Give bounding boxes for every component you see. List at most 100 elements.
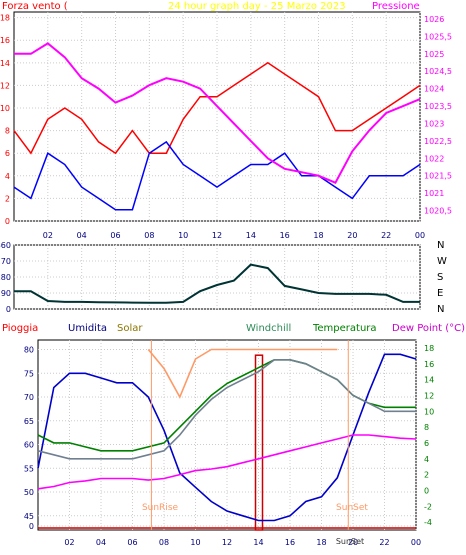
y-left-tick-label: 16: [0, 36, 10, 45]
x-tick-label: 22: [381, 231, 391, 240]
x-tick-label: 06: [127, 538, 137, 547]
x-tick-label: 20: [348, 538, 358, 547]
series-line: [147, 348, 338, 399]
x-tick-label: 10: [190, 538, 200, 547]
sunrise-label: SunRise: [142, 503, 179, 513]
y-right-tick-label: 1020,5: [424, 207, 452, 216]
y-right-tick-label: -4: [424, 518, 432, 527]
y-right-tick-label: 1025,5: [424, 32, 452, 41]
direction-label: S: [437, 272, 443, 283]
panel-direction-frame: [13, 244, 421, 310]
x-tick-label: 08: [144, 231, 154, 240]
header-umidita: Umidita: [68, 323, 107, 334]
y-right-tick-label: 1023,5: [424, 102, 452, 111]
y-left-tick-label: 0: [5, 217, 10, 226]
y-left-tick-label: 45: [24, 512, 34, 521]
y-right-tick-label: 1024: [424, 85, 444, 94]
y-right-tick-label: 4: [424, 455, 429, 464]
y-right-tick-label: 18: [424, 344, 434, 353]
y-right-tick-label: 1021: [424, 189, 444, 198]
series-line: [14, 42, 421, 184]
x-tick-label: 22: [379, 538, 389, 547]
series-line: [13, 61, 421, 155]
header-temperatura: Temperatura: [312, 323, 377, 334]
y-left-tick-label: 4: [5, 172, 10, 181]
y-left-tick-label: 12: [0, 81, 10, 90]
series-line: [37, 434, 417, 490]
x-tick-label: 04: [96, 538, 106, 547]
y-tick-label: 90: [1, 289, 11, 298]
y-left-tick-label: 65: [24, 417, 34, 426]
y-right-tick-label: 1025: [424, 50, 444, 59]
y-left-tick-label: 70: [24, 393, 34, 402]
x-tick-label: 16: [285, 538, 295, 547]
header-solar: Solar: [117, 323, 143, 334]
y-left-tick-label: 60: [24, 441, 34, 450]
y-right-tick-label: 1026: [424, 15, 444, 24]
x-tick-label: 04: [77, 231, 87, 240]
x-tick-label: 00: [415, 231, 425, 240]
y-left-tick-label: 8: [5, 127, 10, 136]
y-tick-label: 270: [0, 257, 11, 266]
y-right-tick-label: 1023: [424, 119, 444, 128]
x-tick-label: 14: [253, 538, 263, 547]
x-tick-label: 06: [110, 231, 120, 240]
y-left-tick-label: 2: [5, 194, 10, 203]
chart-marks: 0246810121416181020,510211021,510221022,…: [0, 12, 452, 547]
top-left-axis-label: Forza vento (: [2, 1, 68, 12]
x-tick-label: 02: [64, 538, 74, 547]
y-right-tick-label: 0: [424, 486, 429, 495]
y-right-tick-label: 1022,5: [424, 137, 452, 146]
top-right-axis-label: Pressione: [372, 1, 420, 12]
y-left-tick-label: 10: [0, 104, 10, 113]
series-line: [14, 263, 420, 304]
x-tick-label: 16: [280, 231, 290, 240]
direction-label: N: [437, 240, 444, 251]
y-right-tick-label: 1022: [424, 154, 444, 163]
header-pioggia: Pioggia: [2, 323, 38, 334]
y-left-tick-label: 75: [24, 369, 34, 378]
y-tick-label: 360: [0, 241, 11, 250]
y-left-tick-label: 50: [24, 488, 34, 497]
y-left-tick-label: 55: [24, 464, 34, 473]
header-dew-point: Dew Point (°C): [392, 323, 465, 334]
direction-label: E: [437, 288, 443, 299]
x-tick-label: 02: [43, 231, 53, 240]
y-right-tick-label: 8: [424, 423, 429, 432]
direction-label: N: [437, 304, 444, 315]
x-tick-label: 14: [246, 231, 256, 240]
header-windchill: Windchill: [246, 323, 291, 334]
y-left-tick-label: 14: [0, 59, 10, 68]
y-tick-label: 180: [0, 273, 11, 282]
x-tick-label: 12: [212, 231, 222, 240]
y-left-tick-label: 0: [29, 522, 34, 531]
x-tick-label: 10: [178, 231, 188, 240]
series-line: [37, 358, 416, 460]
direction-label: W: [437, 256, 447, 267]
top-chart-title: 24 hour graph day - 25 Marzo 2023: [168, 1, 346, 12]
sunset-bottom-label: SunSet: [336, 537, 364, 546]
y-right-tick-label: 1024,5: [424, 67, 452, 76]
y-right-tick-label: 6: [424, 439, 429, 448]
x-tick-label: 12: [222, 538, 232, 547]
y-right-tick-label: 14: [424, 376, 434, 385]
y-right-tick-label: 1021,5: [424, 172, 452, 181]
x-tick-label: 08: [159, 538, 169, 547]
x-tick-label: 18: [316, 538, 326, 547]
y-right-tick-label: 12: [424, 391, 434, 400]
y-tick-label: 0: [6, 305, 11, 314]
sunset-label: SunSet: [336, 503, 368, 513]
y-right-tick-label: -2: [424, 502, 432, 511]
y-right-tick-label: 16: [424, 360, 434, 369]
x-tick-label: 20: [347, 231, 357, 240]
x-tick-label: 18: [313, 231, 323, 240]
y-right-tick-label: 10: [424, 407, 434, 416]
y-right-tick-label: 2: [424, 471, 429, 480]
y-left-tick-label: 18: [0, 14, 10, 23]
x-tick-label: 00: [411, 538, 421, 547]
y-left-tick-label: 6: [5, 149, 10, 158]
y-left-tick-label: 80: [24, 346, 34, 355]
rain-bar: [254, 354, 264, 531]
series-line: [13, 140, 421, 211]
